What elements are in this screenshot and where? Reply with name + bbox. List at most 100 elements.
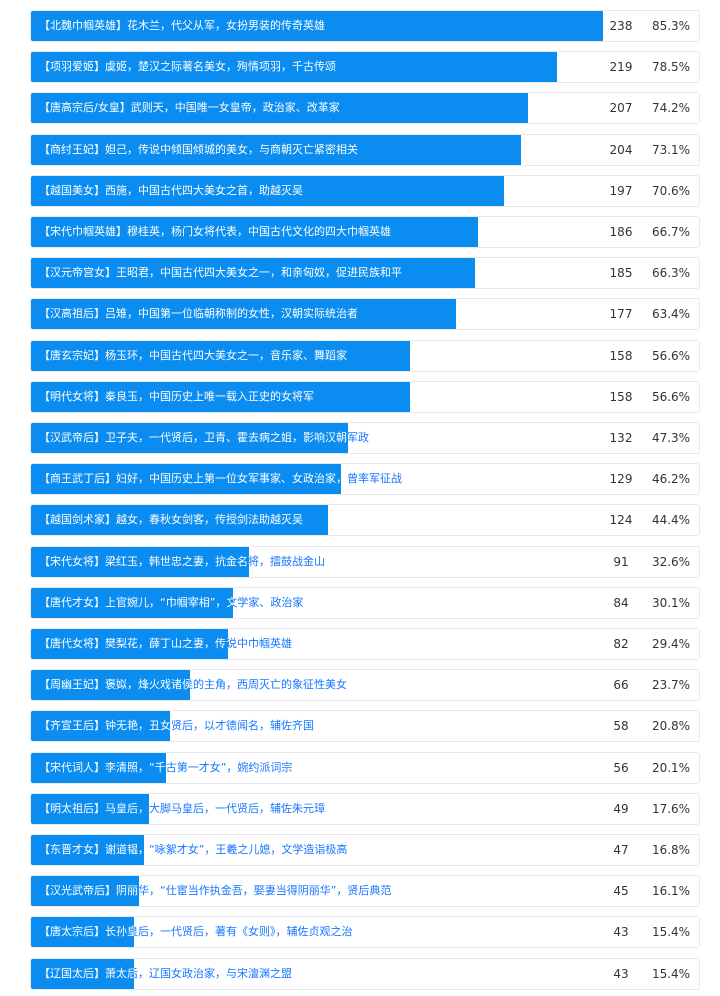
vote-count: 158 [609,348,633,363]
vote-count: 197 [609,183,633,198]
option-row: 【汉元帝宫女】王昭君，中国古代四大美女之一，和亲匈奴，促进民族和平【汉元帝宫女】… [30,257,701,290]
option-row: 【唐代女将】樊梨花，薛丁山之妻，传说中巾帼英雄【唐代女将】樊梨花，薛丁山之妻，传… [30,628,700,660]
option-row: 【商纣王妃】妲己，传说中倾国倾城的美女，与商朝灭亡紧密相关【商纣王妃】妲己，传说… [30,133,701,166]
vote-count: 82 [613,637,629,651]
bar-area: 【汉元帝宫女】王昭君，中国古代四大美女之一，和亲匈奴，促进民族和平【汉元帝宫女】… [31,258,701,289]
percent-bar: 【唐代才女】上官婉儿，“巾帼宰相”，文学家、政治家 [31,587,233,618]
option-text-on-bar: 【齐宣王后】钟无艳，丑女贤后，以才德闻名，辅佐齐国 [39,719,171,733]
option-text-on-bar: 【宋代巾帼英雄】穆桂英，杨门女将代表，中国古代文化的四大巾帼英雄 [39,225,391,238]
bar-area: 【周幽王妃】褒姒，烽火戏诸侯的主角，西周灭亡的象征性美女 【周幽王妃】褒姒，烽火戏… [31,670,701,701]
vote-count: 58 [613,719,629,734]
vote-count: 56 [613,760,629,775]
percent-bar: 【北魏巾帼英雄】花木兰，代父从军，女扮男装的传奇英雄 [31,11,603,41]
percent-bar: 【明太祖后】马皇后，大脚马皇后，一代贤后，辅佐朱元璋 [31,793,149,824]
percent-bar: 【项羽爱姬】虞姬，楚汉之际著名美女，殉情项羽，千古传颂 [31,52,557,83]
option-row: 【唐代才女】上官婉儿，“巾帼宰相”，文学家、政治家【唐代才女】上官婉儿，“巾帼宰… [30,586,700,619]
bar-area: 【齐宣王后】钟无艳，丑女贤后，以才德闻名，辅佐齐国【齐宣王后】钟无艳，丑女贤后，… [31,711,701,742]
vote-count: 49 [613,801,629,816]
option-text-on-bar: 【宋代女将】梁红玉，韩世忠之妻，抗金名将，擂鼓战金山 [39,554,249,568]
option-text-on-bar: 【东晋才女】谢道韫，“咏絮才女”，王羲之儿媳，文学造诣极高 [39,843,144,856]
bar-area: 【唐代女将】樊梨花，薛丁山之妻，传说中巾帼英雄【唐代女将】樊梨花，薛丁山之妻，传… [31,629,701,659]
option-text-on-bar: 【项羽爱姬】虞姬，楚汉之际著名美女，殉情项羽，千古传颂 [39,60,336,74]
vote-count: 129 [609,472,633,487]
percent-label: 73.1% [651,142,691,157]
vote-count: 204 [609,142,633,157]
vote-count: 158 [609,389,633,404]
percent-bar: 【唐代女将】樊梨花，薛丁山之妻，传说中巾帼英雄 [31,629,228,659]
percent-bar: 【周幽王妃】褒姒，烽火戏诸侯的主角，西周灭亡的象征性美女 [31,670,190,701]
option-row: 【汉光武帝后】阴丽华，“仕宦当作执金吾，娶妻当得阴丽华”，贤后典范 【汉光武帝后】… [30,875,701,908]
percent-label: 78.5% [651,60,691,75]
option-text-on-bar: 【汉元帝宫女】王昭君，中国古代四大美女之一，和亲匈奴，促进民族和平 [39,266,402,280]
option-text-on-bar: 【唐玄宗妃】杨玉环，中国古代四大美女之一，音乐家、舞蹈家 [39,348,347,362]
percent-bar: 【明代女将】秦良玉，中国历史上唯一载入正史的女将军 [31,381,411,412]
percent-label: 16.1% [651,884,691,899]
bar-area: 【商王武丁后】妇好，中国历史上第一位女军事家、女政治家，曾率军征战【商王武丁后】… [31,464,701,495]
bar-area: 【越国剑术家】越女，春秋女剑客，传授剑法助越灭吴【越国剑术家】越女，春秋女剑客，… [31,505,701,536]
option-row: 【项羽爱姬】虞姬，楚汉之际著名美女，殉情项羽，千古传颂【项羽爱姬】虞姬，楚汉之际… [30,51,700,84]
vote-count: 177 [609,307,633,322]
percent-bar: 【越国剑术家】越女，春秋女剑客，传授剑法助越灭吴 [31,505,329,536]
vote-count: 219 [609,60,633,75]
percent-bar: 【商王武丁后】妇好，中国历史上第一位女军事家、女政治家，曾率军征战 [31,464,341,495]
percent-bar: 【唐太宗后】长孙皇后，一代贤后，著有《女则》，辅佐贞观之治 [31,917,135,948]
vote-count: 238 [609,19,633,33]
option-text-on-bar: 【汉光武帝后】阴丽华，“仕宦当作执金吾，娶妻当得阴丽华”，贤后典范 [39,884,139,898]
bar-area: 【汉高祖后】吕雉，中国第一位临朝称制的女性，汉朝实际统治者【汉高祖后】吕雉，中国… [31,299,701,330]
option-text-on-bar: 【商纣王妃】妲己，传说中倾国倾城的美女，与商朝灭亡紧密相关 [39,142,358,156]
option-row: 【唐太宗后】长孙皇后，一代贤后，著有《女则》，辅佐贞观之治【唐太宗后】长孙皇后，… [30,916,701,949]
percent-bar: 【唐玄宗妃】杨玉环，中国古代四大美女之一，音乐家、舞蹈家 [31,340,411,371]
percent-label: 63.4% [651,307,691,322]
option-row: 【辽国太后】萧太后，辽国女政治家，与宋澶渊之盟【辽国太后】萧太后，辽国女政治家，… [30,957,700,990]
vote-count: 43 [613,966,629,981]
option-row: 【东晋才女】谢道韫，“咏絮才女”，王羲之儿媳，文学造诣极高【东晋才女】谢道韫，“… [30,834,700,866]
option-text-on-bar: 【汉武帝后】卫子夫，一代贤后，卫青、霍去病之姐，影响汉朝军政 [39,431,348,444]
vote-count: 124 [609,513,633,528]
percent-bar: 【汉高祖后】吕雉，中国第一位临朝称制的女性，汉朝实际统治者 [31,299,456,330]
bar-area: 【宋代女将】梁红玉，韩世忠之妻，抗金名将，擂鼓战金山【宋代女将】梁红玉，韩世忠之… [31,546,701,577]
option-row: 【越国美女】西施，中国古代四大美女之首，助越灭吴【越国美女】西施，中国古代四大美… [30,174,701,207]
percent-label: 30.1% [651,595,691,610]
percent-label: 15.4% [651,925,691,940]
option-text-on-bar: 【明太祖后】马皇后，大脚马皇后，一代贤后，辅佐朱元璋 [39,801,149,815]
bar-area: 【北魏巾帼英雄】花木兰，代父从军，女扮男装的传奇英雄【北魏巾帼英雄】花木兰，代父… [31,11,701,41]
percent-bar: 【唐高宗后/女皇】武则天，中国唯一女皇帝，政治家、改革家 [31,93,529,124]
percent-label: 66.7% [651,225,691,239]
option-row: 【宋代女将】梁红玉，韩世忠之妻，抗金名将，擂鼓战金山【宋代女将】梁红玉，韩世忠之… [30,545,701,578]
percent-label: 85.3% [651,19,691,33]
vote-count: 132 [609,431,633,445]
option-text-on-bar: 【北魏巾帼英雄】花木兰，代父从军，女扮男装的传奇英雄 [39,19,325,32]
bar-area: 【唐高宗后/女皇】武则天，中国唯一女皇帝，政治家、改革家【唐高宗后/女皇】武则天… [31,93,701,124]
percent-label: 56.6% [651,389,691,404]
option-row: 【北魏巾帼英雄】花木兰，代父从军，女扮男装的传奇英雄【北魏巾帼英雄】花木兰，代父… [30,10,700,42]
bar-area: 【唐太宗后】长孙皇后，一代贤后，著有《女则》，辅佐贞观之治【唐太宗后】长孙皇后，… [31,917,701,948]
option-text-on-bar: 【周幽王妃】褒姒，烽火戏诸侯的主角，西周灭亡的象征性美女 [39,678,190,692]
percent-label: 29.4% [651,637,691,651]
percent-label: 66.3% [651,266,691,281]
option-row: 【汉武帝后】卫子夫，一代贤后，卫青、霍去病之姐，影响汉朝军政【汉武帝后】卫子夫，… [30,422,700,454]
percent-bar: 【齐宣王后】钟无艳，丑女贤后，以才德闻名，辅佐齐国 [31,711,171,742]
option-row: 【周幽王妃】褒姒，烽火戏诸侯的主角，西周灭亡的象征性美女 【周幽王妃】褒姒，烽火戏… [30,669,701,702]
percent-label: 15.4% [651,966,691,981]
option-text-on-bar: 【明代女将】秦良玉，中国历史上唯一载入正史的女将军 [39,389,314,403]
option-text-on-bar: 【越国美女】西施，中国古代四大美女之首，助越灭吴 [39,183,303,197]
vote-count: 47 [613,843,629,857]
vote-count: 45 [613,884,629,899]
percent-bar: 【越国美女】西施，中国古代四大美女之首，助越灭吴 [31,175,505,206]
bar-area: 【唐玄宗妃】杨玉环，中国古代四大美女之一，音乐家、舞蹈家【唐玄宗妃】杨玉环，中国… [31,340,701,371]
bar-area: 【汉光武帝后】阴丽华，“仕宦当作执金吾，娶妻当得阴丽华”，贤后典范 【汉光武帝后】… [31,876,701,907]
bar-area: 【越国美女】西施，中国古代四大美女之首，助越灭吴【越国美女】西施，中国古代四大美… [31,175,701,206]
percent-label: 46.2% [651,472,691,487]
percent-bar: 【汉光武帝后】阴丽华，“仕宦当作执金吾，娶妻当得阴丽华”，贤后典范 [31,876,139,907]
option-row: 【明代女将】秦良玉，中国历史上唯一载入正史的女将军【明代女将】秦良玉，中国历史上… [30,380,700,413]
bar-area: 【商纣王妃】妲己，传说中倾国倾城的美女，与商朝灭亡紧密相关【商纣王妃】妲己，传说… [31,134,701,165]
percent-label: 32.6% [651,554,691,569]
option-text-on-bar: 【宋代词人】李清照，“千古第一才女”，婉约派词宗 [39,760,166,774]
option-row: 【越国剑术家】越女，春秋女剑客，传授剑法助越灭吴【越国剑术家】越女，春秋女剑客，… [30,504,701,537]
option-row: 【商王武丁后】妇好，中国历史上第一位女军事家、女政治家，曾率军征战【商王武丁后】… [30,463,701,496]
option-row: 【宋代词人】李清照，“千古第一才女”，婉约派词宗【宋代词人】李清照，“千古第一才… [30,751,700,784]
percent-label: 23.7% [651,678,691,693]
percent-bar: 【东晋才女】谢道韫，“咏絮才女”，王羲之儿媳，文学造诣极高 [31,835,144,865]
option-text-on-bar: 【汉高祖后】吕雉，中国第一位临朝称制的女性，汉朝实际统治者 [39,307,358,321]
